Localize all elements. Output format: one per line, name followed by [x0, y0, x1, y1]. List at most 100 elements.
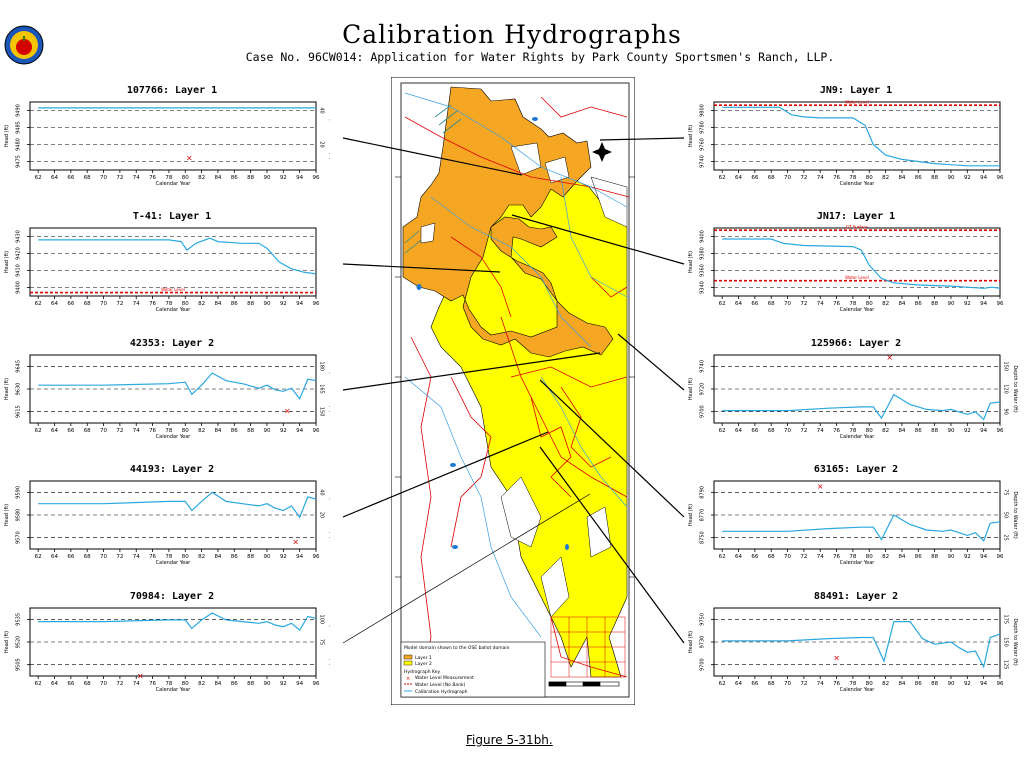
x-axis-label: Calendar Year	[840, 434, 876, 440]
plot-frame	[29, 101, 317, 171]
y2-tick-label: 20	[319, 141, 325, 147]
x-tick-label: 78	[849, 301, 856, 307]
y-axis-label: Head (ft)	[4, 504, 10, 526]
simulated-head-line	[722, 393, 1001, 421]
x-tick-label: 88	[931, 428, 938, 434]
y2-tick-label: 150	[1003, 362, 1009, 372]
x-tick-label: 82	[198, 301, 205, 307]
x-tick-label: 74	[817, 428, 824, 434]
x-tick-label: 64	[51, 554, 58, 560]
y2-axis-label: Depth to Water (ft)	[328, 365, 330, 412]
x-tick-label: 80	[866, 554, 873, 560]
x-tick-label: 90	[947, 554, 954, 560]
y-tick-label: 9535	[16, 613, 22, 626]
y-axis-label: Head (ft)	[688, 251, 694, 273]
x-tick-label: 74	[133, 554, 140, 560]
x-tick-label: 76	[149, 428, 156, 434]
y2-axis-label: Depth to Water (ft)	[328, 112, 330, 159]
x-tick-label: 64	[51, 301, 58, 307]
x-tick-label: 90	[263, 554, 270, 560]
x-axis-label: Calendar Year	[156, 687, 192, 693]
hydrograph-chart-88491: 9700 9730 9750 125 150 175 Head (ft) Depth to W…	[688, 607, 1018, 693]
x-tick-label: 88	[931, 681, 938, 687]
x-tick-label: 86	[231, 301, 238, 307]
x-axis-label: Calendar Year	[156, 181, 192, 187]
y2-axis-label: Depth to Water (ft)	[328, 491, 330, 538]
x-axis-label: Calendar Year	[156, 307, 192, 313]
x-tick-label: 72	[116, 301, 123, 307]
x-tick-label: 86	[915, 681, 922, 687]
y2-tick-label: 165	[319, 384, 325, 394]
chart-title-44193: 44193: Layer 2	[129, 464, 215, 475]
y2-tick-label: 75	[319, 639, 325, 645]
legend-layer2: Layer 2	[415, 661, 432, 667]
simulated-head-line	[38, 237, 317, 275]
x-tick-label: 92	[964, 301, 971, 307]
y2-tick-label: 40	[319, 107, 325, 113]
measured-point: ×	[186, 154, 193, 163]
x-tick-label: 78	[165, 428, 172, 434]
x-tick-label: 92	[280, 301, 287, 307]
y2-axis-label: Depth to Water (ft)	[1012, 365, 1018, 412]
page-subtitle: Case No. 96CW014: Application for Water …	[245, 50, 835, 64]
x-tick-label: 66	[751, 554, 758, 560]
legend-calibration: Calibration Hydrograph	[415, 689, 468, 695]
y-tick-label: 9480	[16, 138, 22, 151]
y-tick-label: 9740	[700, 155, 706, 168]
measured-point: ×	[292, 538, 299, 547]
page-title: Calibration Hydrographs	[342, 20, 682, 49]
y-tick-label: 9645	[16, 360, 22, 373]
y2-tick-label: 150	[319, 407, 325, 417]
x-tick-label: 90	[947, 428, 954, 434]
x-tick-label: 90	[263, 428, 270, 434]
measured-point: ×	[886, 353, 893, 362]
x-tick-label: 68	[768, 428, 775, 434]
x-axis-label: Calendar Year	[156, 560, 192, 566]
x-tick-label: 70	[784, 301, 791, 307]
water-level-label: Water Level	[161, 287, 185, 292]
y-tick-label: 9615	[16, 405, 22, 418]
hydrograph-chart-70984: 9505 9520 9535 75 100 Head (ft) Depth to Water…	[4, 607, 330, 693]
x-tick-label: 88	[931, 175, 938, 181]
x-tick-label: 82	[198, 681, 205, 687]
x-axis-label: Calendar Year	[840, 560, 876, 566]
x-tick-label: 66	[67, 301, 74, 307]
hydrograph-chart-42353: 9615 9630 9645 150 165 180 Head (ft) Depth to W…	[4, 354, 330, 440]
x-tick-label: 78	[849, 428, 856, 434]
x-tick-label: 74	[817, 301, 824, 307]
x-tick-label: 84	[214, 428, 221, 434]
legend-no-bank: Water Level (No Bank)	[415, 682, 466, 688]
y-axis-label: Head (ft)	[688, 378, 694, 400]
x-tick-label: 76	[833, 428, 840, 434]
y2-tick-label: 100	[319, 615, 325, 625]
x-tick-label: 78	[849, 175, 856, 181]
x-tick-label: 78	[165, 681, 172, 687]
x-tick-label: 94	[980, 681, 987, 687]
x-tick-label: 66	[751, 301, 758, 307]
x-tick-label: 88	[247, 175, 254, 181]
x-tick-label: 88	[931, 301, 938, 307]
x-tick-label: 76	[149, 175, 156, 181]
x-tick-label: 82	[882, 301, 889, 307]
y-tick-label: 9590	[16, 486, 22, 499]
chart-title-jn17: JN17: Layer 1	[816, 211, 896, 222]
chart-title-88491: 88491: Layer 2	[813, 591, 899, 602]
x-tick-label: 86	[915, 554, 922, 560]
x-tick-label: 62	[719, 301, 726, 307]
y-axis-label: Head (ft)	[688, 504, 694, 526]
y-tick-label: 9630	[16, 383, 22, 396]
x-tick-label: 74	[817, 175, 824, 181]
x-tick-label: 80	[866, 681, 873, 687]
chart-title-107766: 107766: Layer 1	[126, 85, 218, 96]
measured-point: ×	[284, 406, 291, 415]
x-tick-label: 90	[947, 175, 954, 181]
x-tick-label: 82	[882, 428, 889, 434]
x-tick-label: 62	[35, 681, 42, 687]
x-tick-label: 84	[214, 175, 221, 181]
x-tick-label: 74	[133, 301, 140, 307]
x-tick-label: 78	[165, 301, 172, 307]
y-tick-label: 9485	[16, 121, 22, 134]
x-tick-label: 96	[313, 681, 320, 687]
legend-hydrograph-key: Hydrograph Key	[404, 669, 441, 675]
x-tick-label: 66	[751, 175, 758, 181]
